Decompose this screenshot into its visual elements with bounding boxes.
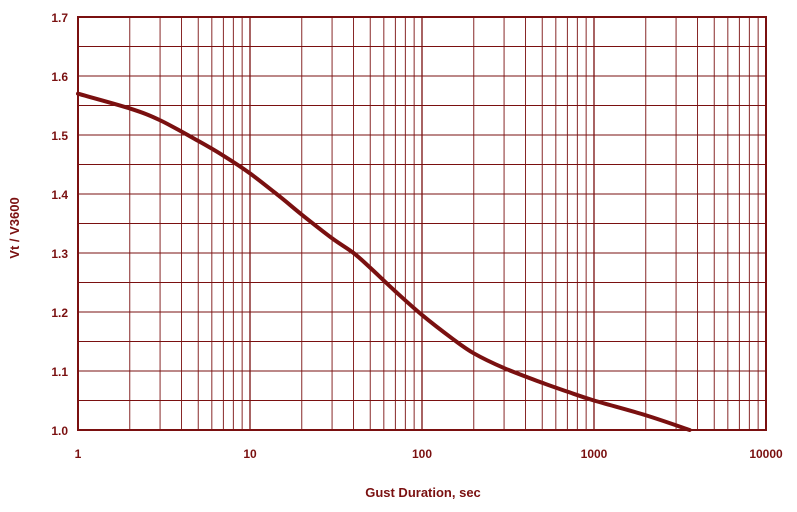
y-tick-label: 1.4 bbox=[51, 188, 68, 202]
x-tick-label: 100 bbox=[412, 447, 432, 461]
x-tick-labels: 1 10 100 1000 10000 bbox=[75, 447, 783, 461]
y-tick-label: 1.3 bbox=[51, 247, 68, 261]
x-tick-label: 10 bbox=[243, 447, 257, 461]
y-tick-label: 1.6 bbox=[51, 70, 68, 84]
y-tick-label: 1.2 bbox=[51, 306, 68, 320]
y-tick-label: 1.5 bbox=[51, 129, 68, 143]
y-tick-labels: 1.0 1.1 1.2 1.3 1.4 1.5 1.6 1.7 bbox=[51, 11, 68, 438]
y-tick-label: 1.1 bbox=[51, 365, 68, 379]
grid bbox=[78, 17, 766, 430]
x-tick-label: 1 bbox=[75, 447, 82, 461]
y-tick-label: 1.0 bbox=[51, 424, 68, 438]
x-tick-label: 1000 bbox=[581, 447, 608, 461]
y-axis-label: Vt / V3600 bbox=[7, 197, 22, 258]
y-tick-label: 1.7 bbox=[51, 11, 68, 25]
x-axis-label: Gust Duration, sec bbox=[365, 485, 481, 500]
x-tick-label: 10000 bbox=[749, 447, 783, 461]
